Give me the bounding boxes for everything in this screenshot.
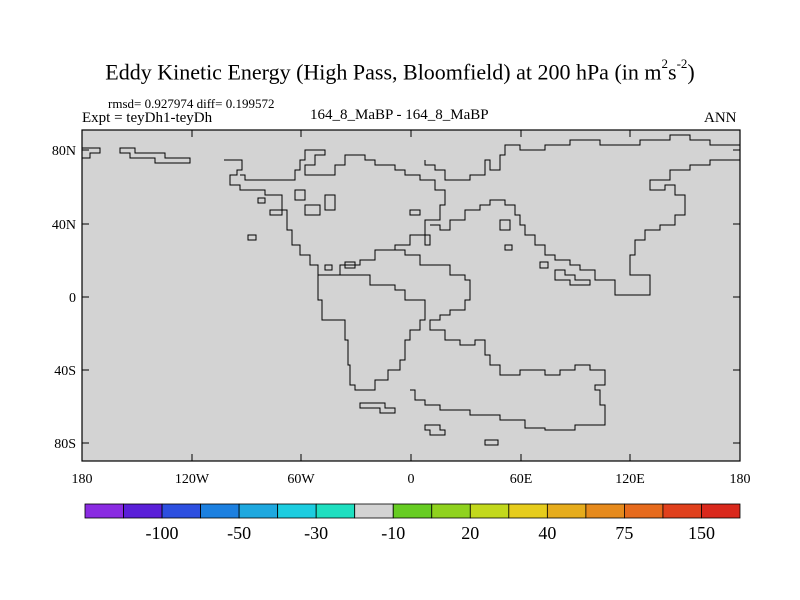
coastline-path [324,194,336,211]
coastline-path [257,197,266,204]
coastline-path [409,209,421,216]
lon-tick-label: 180 [730,472,751,487]
lat-tick-label: 80S [54,437,76,452]
lon-tick-label: 60E [510,472,533,487]
colorbar-label: -50 [227,523,251,543]
colorbar-label: -10 [381,523,405,543]
colorbar-swatch [315,503,356,519]
experiment-label: Expt = teyDh1-teyDh [82,110,213,126]
colorbar-label: 40 [538,523,556,543]
coastline-path [324,264,333,271]
coastline-path [499,219,511,231]
longitude-ticks: 180 120W 60W 0 60E 120E 180 [72,130,751,487]
coastlines [82,134,740,446]
colorbar-swatch [546,503,587,519]
stats-label: rmsd= 0.927974 diff= 0.199572 [108,96,275,111]
coastline-path [504,244,513,251]
coastline-path [484,439,499,446]
map-title: Eddy Kinetic Energy (High Pass, Bloomfie… [105,56,695,85]
colorbar-swatch [84,503,124,519]
coastline-path [539,261,549,269]
colorbar-swatch [161,503,201,519]
colorbar-swatch [508,503,548,519]
lat-tick-label: 40N [52,218,76,233]
coastline-path [359,402,396,414]
coastline-path [294,189,306,201]
cases-label: 164_8_MaBP - 164_8_MaBP [310,107,489,123]
coastline-path [82,147,101,159]
season-label: ANN [704,110,737,126]
coastline-path [304,204,321,216]
lat-tick-label: 80N [52,144,76,159]
colorbar: -100 -50 -30 -10 20 40 75 150 [84,503,741,543]
lon-tick-label: 120E [615,472,645,487]
coastline-path [424,424,446,436]
lat-tick-label: 40S [54,364,76,379]
colorbar-label: -30 [304,523,328,543]
colorbar-swatch [392,503,433,519]
coastline-path [344,261,356,269]
coastline-path [224,149,446,276]
lon-tick-label: 120W [175,472,210,487]
coastline-path [554,269,591,286]
colorbar-swatch [123,503,163,519]
colorbar-swatch [431,503,471,519]
colorbar-label: 150 [688,523,715,543]
colorbar-label: 20 [461,523,479,543]
colorbar-swatch [662,503,702,519]
coastline-path [424,234,431,246]
colorbar-swatch [200,503,240,519]
lon-tick-label: 0 [408,472,415,487]
colorbar-swatch [585,503,625,519]
lon-tick-label: 180 [72,472,93,487]
lon-tick-label: 60W [287,472,315,487]
coastline-path [395,249,606,431]
colorbar-label: 75 [615,523,633,543]
coastline-path [119,147,191,164]
colorbar-swatch [624,503,664,519]
coastline-path [247,234,257,241]
colorbar-label: -100 [146,523,179,543]
colorbar-swatch [238,503,279,519]
coastline-path [424,134,740,181]
colorbar-swatch [354,503,394,519]
coastline-path [269,209,283,216]
latitude-ticks: 80N 40N 0 40S 80S [52,144,740,452]
colorbar-swatch [277,503,317,519]
coastline-path [317,274,426,391]
lat-tick-label: 0 [69,291,76,306]
colorbar-swatch [701,503,741,519]
colorbar-swatch [469,503,510,519]
coastline-path [430,159,740,296]
